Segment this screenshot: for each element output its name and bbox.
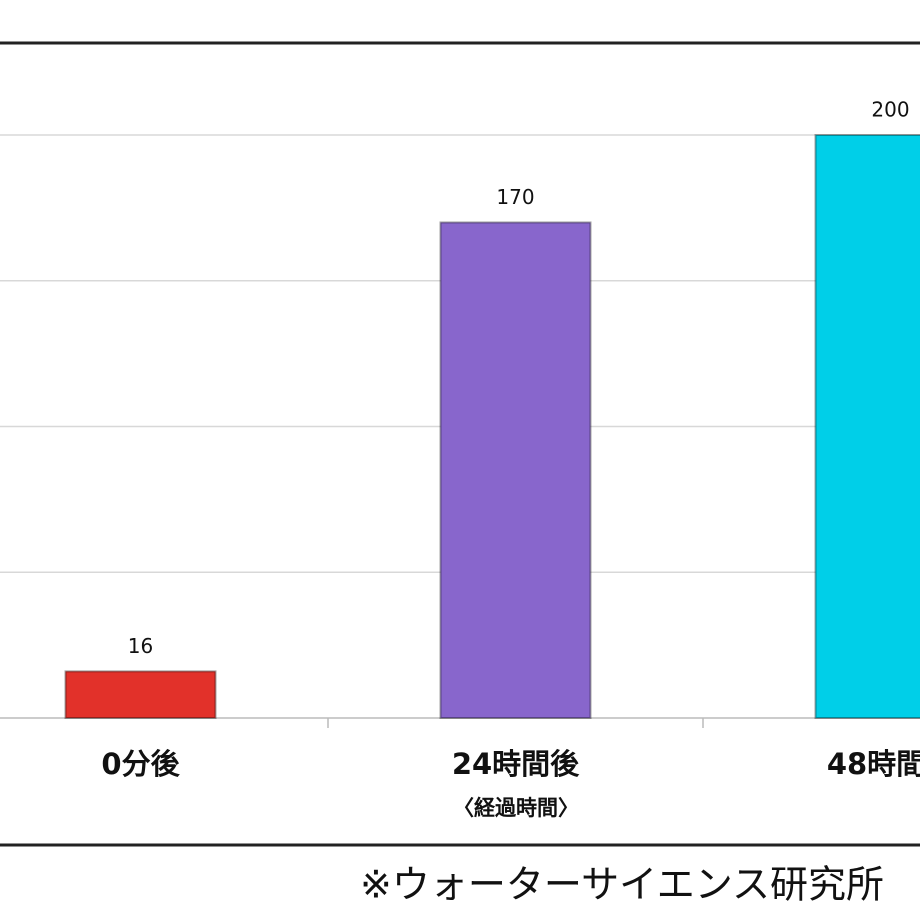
bar — [814, 134, 920, 719]
bar — [439, 221, 592, 719]
value-label: 200 — [871, 98, 909, 122]
footnote: ※ウォーターサイエンス研究所 — [360, 863, 884, 907]
x-tick-label: 48時間後 — [827, 747, 920, 781]
x-axis-label: 〈経過時間〉 — [453, 796, 579, 820]
bar — [64, 670, 217, 719]
bars: 16 0分後 170 24時間後 200 48時間後 — [64, 98, 920, 781]
x-tick-label: 24時間後 — [452, 747, 580, 781]
x-tick-label: 0分後 — [101, 747, 180, 781]
value-label: 170 — [496, 185, 534, 209]
value-label: 16 — [128, 634, 153, 658]
